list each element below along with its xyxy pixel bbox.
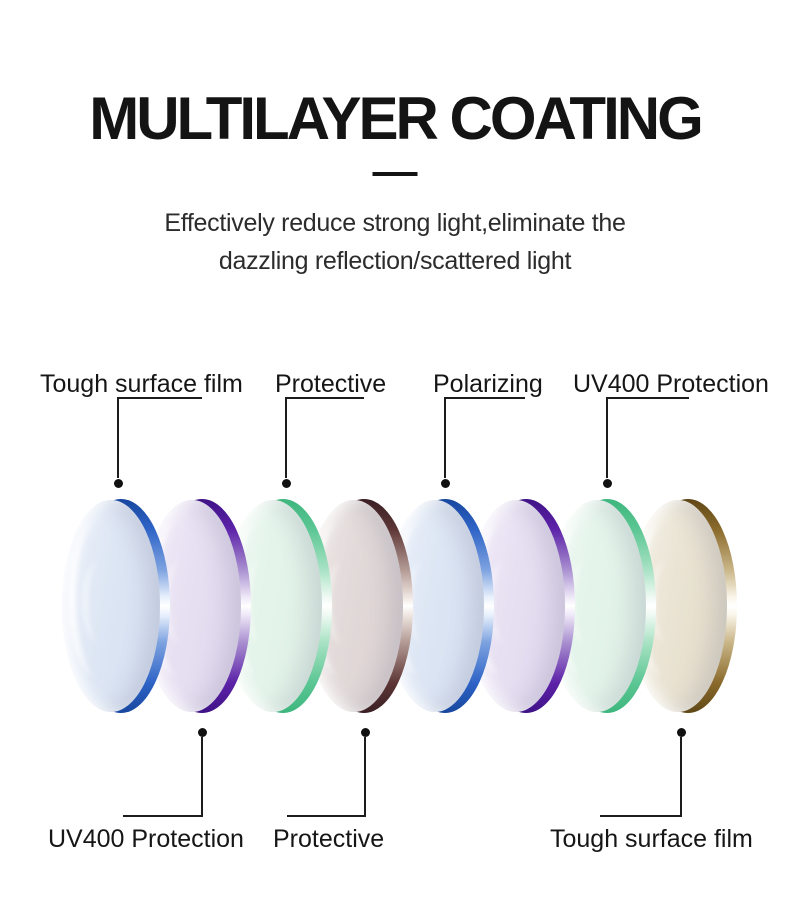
- subtitle-line-2: dazzling reflection/scattered light: [218, 247, 572, 275]
- leader-line: [680, 737, 682, 817]
- leader-line: [600, 815, 682, 817]
- leader-line: [117, 397, 119, 478]
- leader-dot: [677, 728, 686, 737]
- leader-line: [285, 397, 287, 478]
- leader-line: [285, 397, 364, 399]
- label-top-tough-surface-film: Tough surface film: [40, 370, 243, 398]
- lens-glare: [83, 561, 117, 643]
- label-bottom-protective: Protective: [273, 825, 385, 853]
- leader-line: [444, 397, 525, 399]
- label-bottom-uv400-protection: UV400 Protection: [48, 825, 244, 853]
- subtitle: Effectively reduce strong light,eliminat…: [0, 204, 790, 280]
- lens-glare: [69, 521, 125, 676]
- label-top-uv400-protection: UV400 Protection: [573, 370, 769, 398]
- leader-dot: [282, 479, 291, 488]
- title-divider-dash: [372, 172, 418, 176]
- leader-line: [606, 397, 689, 399]
- leader-line: [287, 815, 366, 817]
- leader-dot: [198, 728, 207, 737]
- leader-line: [201, 737, 203, 817]
- label-top-polarizing: Polarizing: [433, 370, 543, 398]
- leader-dot: [441, 479, 450, 488]
- lens-layer-1-tough-surface-film: [62, 499, 170, 713]
- subtitle-line-1: Effectively reduce strong light,eliminat…: [164, 209, 626, 237]
- leader-dot: [361, 728, 370, 737]
- page-title: MULTILAYER COATING: [89, 85, 704, 152]
- leader-dot: [114, 479, 123, 488]
- leader-line: [123, 815, 203, 817]
- leader-line: [444, 397, 446, 478]
- leader-line: [606, 397, 608, 478]
- label-top-protective: Protective: [275, 370, 387, 398]
- leader-dot: [603, 479, 612, 488]
- label-bottom-tough-surface-film: Tough surface film: [550, 825, 753, 853]
- leader-line: [364, 737, 366, 817]
- leader-line: [117, 397, 202, 399]
